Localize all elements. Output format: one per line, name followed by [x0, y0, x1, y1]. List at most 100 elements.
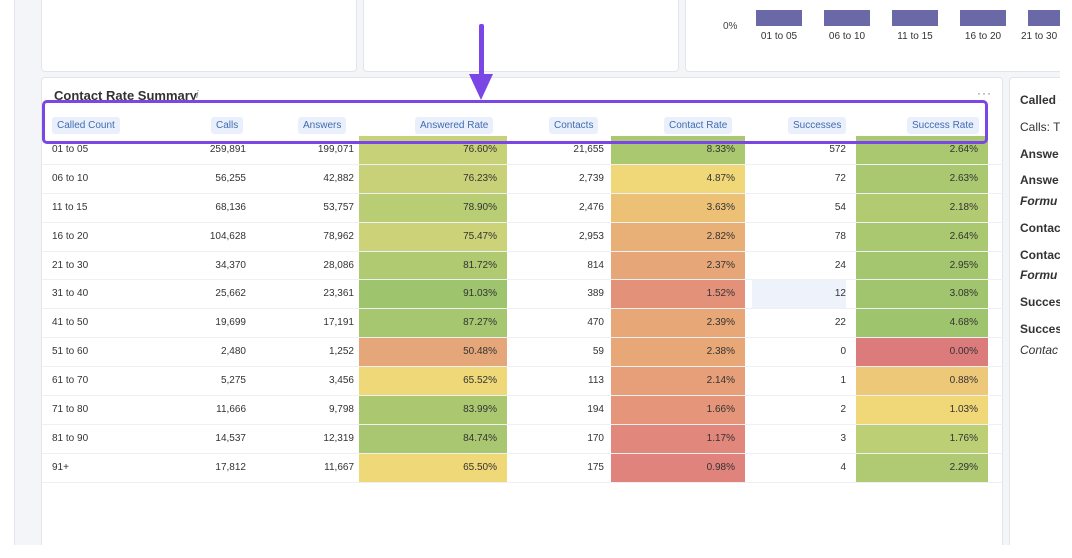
table-row: 41 to 50 19,699 17,191 87.27% 470 2.39% 22 4.68… — [42, 309, 1004, 339]
column-header-success-rate[interactable]: Success Rate — [907, 117, 979, 134]
table-row: 06 to 10 56,255 42,882 76.23% 2,739 4.87% 72 2.… — [42, 164, 1004, 194]
column-header-successes[interactable]: Successes — [788, 117, 847, 134]
table-row: 16 to 20 104,628 78,962 75.47% 2,953 2.82% 78 2… — [42, 222, 1004, 252]
contacts-cell: 389 — [587, 288, 604, 300]
top-card-middle — [363, 0, 679, 72]
contact-rate-cell: 2.37% — [611, 251, 745, 280]
table-header-row: Called Count Calls Answers Answered Rate… — [42, 108, 1004, 142]
row-label: 71 to 80 — [52, 404, 89, 416]
answered-rate-cell: 83.99% — [359, 396, 507, 424]
success-rate-cell: 0.88% — [856, 367, 988, 396]
column-header-answered-rate[interactable]: Answered Rate — [415, 117, 494, 134]
table-row: 71 to 80 11,666 9,798 83.99% 194 1.66% 2 1.03% — [42, 396, 1004, 425]
row-label: 06 to 10 — [52, 172, 89, 184]
answered-rate-cell: 78.90% — [359, 193, 507, 222]
answered-rate-cell: 65.52% — [359, 367, 507, 396]
row-label: 01 to 05 — [52, 144, 89, 155]
contacts-cell: 814 — [587, 259, 604, 271]
table-row: 11 to 15 68,136 53,757 78.90% 2,476 3.63% 54 2.… — [42, 193, 1004, 223]
calls-cell: 104,628 — [209, 230, 246, 242]
successes-cell: 22 — [834, 317, 846, 329]
answered-rate-cell: 91.03% — [359, 280, 507, 309]
calls-cell: 259,891 — [209, 144, 246, 155]
chart-x-label: 11 to 15 — [897, 31, 933, 42]
side-item: Answe — [1020, 147, 1059, 161]
side-item: Answe — [1020, 173, 1059, 187]
row-label: 51 to 60 — [52, 346, 89, 358]
answers-cell: 53,757 — [323, 201, 354, 213]
calls-cell: 19,699 — [215, 317, 246, 329]
contacts-cell: 170 — [587, 432, 604, 444]
table-row: 91+ 17,812 11,667 65.50% 175 0.98% 4 2.29% — [42, 453, 1004, 483]
row-label: 41 to 50 — [52, 317, 89, 329]
chart-bar[interactable] — [960, 10, 1006, 26]
answered-rate-cell: 65.50% — [359, 453, 507, 482]
side-item: Succes — [1020, 322, 1060, 336]
chart-zero-label: 0% — [723, 21, 738, 32]
success-rate-cell: 2.63% — [856, 164, 988, 193]
chart-bar[interactable] — [756, 10, 802, 26]
chart-bar[interactable] — [824, 10, 870, 26]
success-rate-cell: 0.00% — [856, 338, 988, 367]
calls-cell: 17,812 — [215, 461, 246, 473]
contacts-cell: 194 — [587, 404, 604, 416]
successes-cell: 0 — [840, 346, 846, 358]
column-header-contacts[interactable]: Contacts — [549, 117, 599, 134]
info-icon[interactable]: i — [196, 89, 199, 101]
answered-rate-cell: 81.72% — [359, 251, 507, 280]
answers-cell: 23,361 — [323, 288, 354, 300]
contact-rate-cell: 2.14% — [611, 367, 745, 396]
column-header-contact-rate[interactable]: Contact Rate — [664, 117, 733, 134]
successes-cell: 1 — [840, 375, 846, 387]
success-rate-cell: 2.95% — [856, 251, 988, 280]
table-row: 51 to 60 2,480 1,252 50.48% 59 2.38% 0 0.00% — [42, 338, 1004, 368]
answered-rate-cell: 84.74% — [359, 424, 507, 453]
successes-cell: 2 — [840, 404, 846, 416]
chart-bar[interactable] — [1028, 10, 1060, 26]
answers-cell: 28,086 — [323, 259, 354, 271]
table-row: 81 to 90 14,537 12,319 84.74% 170 1.17% 3 1.76% — [42, 424, 1004, 454]
side-item: Formu — [1020, 194, 1058, 208]
side-item: Formu — [1020, 268, 1058, 282]
success-rate-cell: 4.68% — [856, 309, 988, 338]
table-body: 01 to 05 259,891 199,071 76.60% 21,655 8.33% 5… — [42, 136, 1004, 483]
chart-x-label: 06 to 10 — [828, 31, 866, 42]
successes-cell: 572 — [829, 144, 846, 155]
dashboard-frame: 0% 01 to 05 06 to 10 11 to 15 16 to 20 2… — [14, 0, 1060, 545]
successes-cell: 72 — [834, 172, 846, 184]
row-label: 21 to 30 — [52, 259, 89, 271]
more-options-icon[interactable]: ··· — [977, 86, 992, 100]
successes-cell: 24 — [834, 259, 846, 271]
contact-rate-cell: 1.66% — [611, 396, 745, 424]
side-item: Called C — [1020, 93, 1060, 107]
successes-cell: 3 — [840, 432, 846, 444]
header-highlight-box — [42, 100, 988, 144]
contact-rate-cell: 0.98% — [611, 453, 745, 482]
column-header-called-count[interactable]: Called Count — [52, 117, 120, 134]
contact-rate-cell: 3.63% — [611, 193, 745, 222]
answered-rate-cell: 76.60% — [359, 136, 507, 164]
calls-cell: 34,370 — [215, 259, 246, 271]
calls-cell: 5,275 — [220, 375, 246, 387]
calls-cell: 56,255 — [215, 172, 246, 184]
success-rate-cell: 2.64% — [856, 136, 988, 164]
answers-cell: 42,882 — [323, 172, 354, 184]
side-item: Calls: T — [1020, 120, 1060, 134]
contact-rate-cell: 1.17% — [611, 424, 745, 453]
contact-rate-summary-card: Contact Rate Summary i ··· Called Count … — [41, 77, 1004, 545]
answers-cell: 199,071 — [317, 144, 354, 155]
success-rate-cell: 2.64% — [856, 222, 988, 251]
contact-rate-cell: 1.52% — [611, 280, 745, 309]
row-label: 11 to 15 — [52, 201, 88, 213]
side-item: Contac — [1020, 343, 1059, 357]
calls-cell: 25,662 — [215, 288, 246, 300]
row-label: 16 to 20 — [52, 230, 89, 242]
answers-cell: 12,319 — [323, 432, 354, 444]
contact-rate-cell: 2.38% — [611, 338, 745, 367]
table-row: 21 to 30 34,370 28,086 81.72% 814 2.37% 24 2.95… — [42, 251, 1004, 281]
side-item: Succes — [1020, 295, 1060, 309]
chart-bar[interactable] — [892, 10, 938, 26]
column-header-answers[interactable]: Answers — [298, 117, 347, 134]
table-row: 01 to 05 259,891 199,071 76.60% 21,655 8.33% 5… — [42, 136, 1004, 165]
column-header-calls[interactable]: Calls — [211, 117, 244, 134]
